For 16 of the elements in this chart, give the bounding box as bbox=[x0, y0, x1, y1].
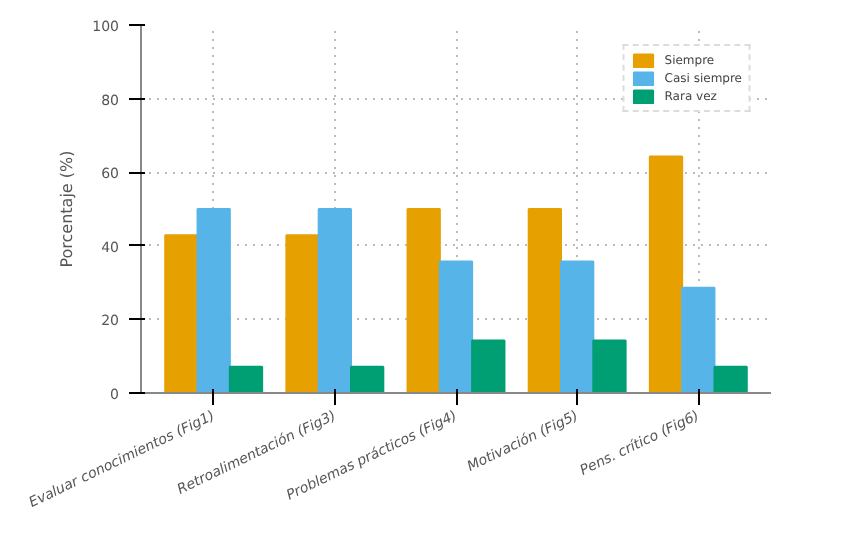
bar bbox=[713, 365, 748, 393]
bar bbox=[438, 260, 474, 393]
bar bbox=[527, 208, 562, 393]
bar bbox=[648, 155, 684, 393]
bar bbox=[592, 339, 627, 393]
bar bbox=[560, 260, 595, 393]
bar bbox=[471, 339, 506, 393]
bar bbox=[681, 286, 716, 393]
bar bbox=[196, 208, 231, 393]
y-axis-title: Porcentaje (%) bbox=[58, 150, 77, 268]
bar bbox=[317, 208, 352, 393]
bar bbox=[285, 234, 320, 393]
bar bbox=[350, 365, 385, 393]
bar bbox=[228, 365, 264, 393]
bar bbox=[406, 208, 441, 393]
bar bbox=[164, 234, 199, 393]
